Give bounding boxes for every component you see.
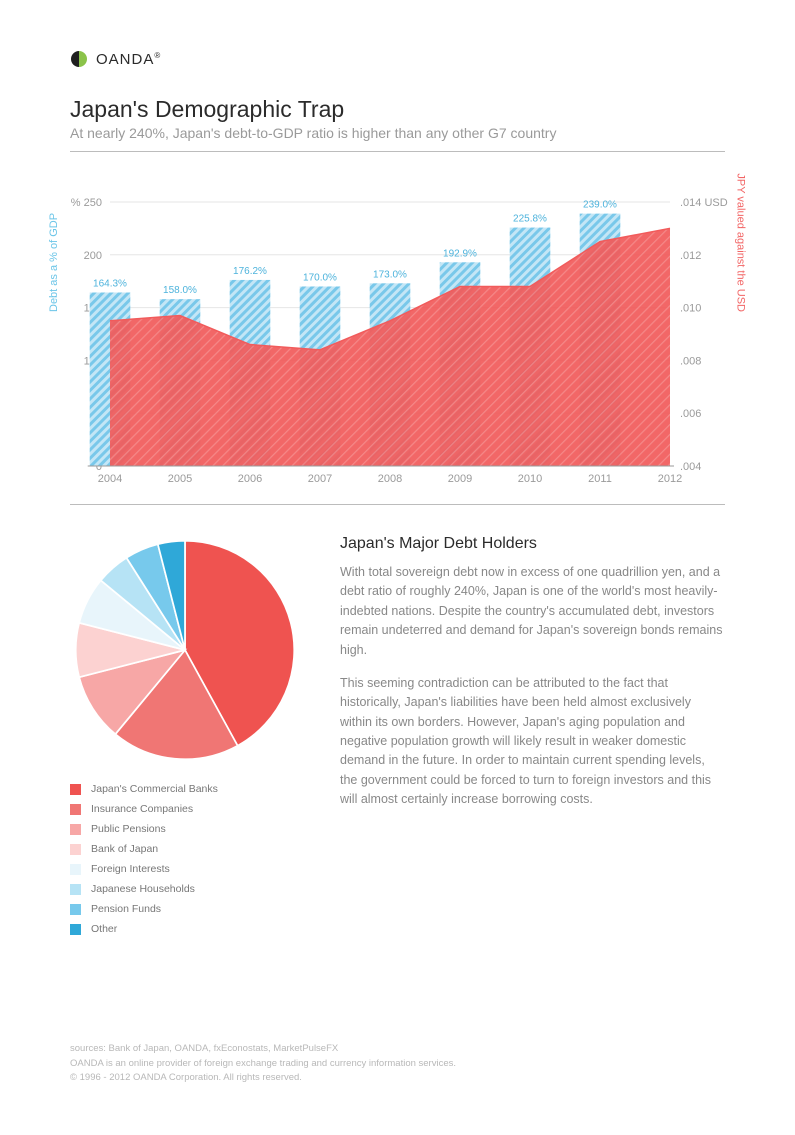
svg-text:2009: 2009 xyxy=(448,473,472,485)
section-title: Japan's Major Debt Holders xyxy=(340,535,725,553)
svg-text:.010: .010 xyxy=(680,303,701,315)
legend-item: Other xyxy=(70,923,310,935)
legend-label: Other xyxy=(91,923,117,935)
legend-swatch xyxy=(70,864,81,875)
svg-text:2007: 2007 xyxy=(308,473,332,485)
svg-text:200: 200 xyxy=(84,250,102,262)
svg-text:2011: 2011 xyxy=(588,473,612,485)
svg-text:170.0%: 170.0% xyxy=(303,272,337,283)
footer-about: OANDA is an online provider of foreign e… xyxy=(70,1057,725,1071)
legend-label: Public Pensions xyxy=(91,823,166,835)
pie-column: Japan's Commercial Banks Insurance Compan… xyxy=(70,535,310,943)
svg-text:173.0%: 173.0% xyxy=(373,269,407,280)
body-paragraph: This seeming contradiction can be attrib… xyxy=(340,674,725,810)
logo-text: OANDA® xyxy=(96,51,161,68)
debt-holders-pie xyxy=(70,535,300,765)
body-paragraph: With total sovereign debt now in excess … xyxy=(340,563,725,660)
svg-text:.006: .006 xyxy=(680,408,701,420)
legend-label: Bank of Japan xyxy=(91,843,158,855)
svg-text:192.9%: 192.9% xyxy=(443,248,477,259)
svg-text:2010: 2010 xyxy=(518,473,542,485)
svg-text:.008: .008 xyxy=(680,355,701,367)
legend-item: Insurance Companies xyxy=(70,803,310,815)
svg-text:2008: 2008 xyxy=(378,473,402,485)
svg-text:.014 USD: .014 USD xyxy=(680,197,728,209)
svg-text:176.2%: 176.2% xyxy=(233,266,267,277)
footer: sources: Bank of Japan, OANDA, fxEconost… xyxy=(70,1042,725,1085)
svg-text:164.3%: 164.3% xyxy=(93,278,127,289)
legend-swatch xyxy=(70,844,81,855)
svg-text:239.0%: 239.0% xyxy=(583,200,617,211)
text-column: Japan's Major Debt Holders With total so… xyxy=(340,535,725,943)
legend-swatch xyxy=(70,784,81,795)
legend-item: Public Pensions xyxy=(70,823,310,835)
legend-label: Pension Funds xyxy=(91,903,161,915)
svg-text:2006: 2006 xyxy=(238,473,262,485)
y-axis-label-right: JPY valued against the USD xyxy=(735,173,747,312)
page-title: Japan's Demographic Trap xyxy=(70,96,725,123)
page-subtitle: At nearly 240%, Japan's debt-to-GDP rati… xyxy=(70,125,725,141)
svg-text:.004: .004 xyxy=(680,461,701,473)
legend-swatch xyxy=(70,904,81,915)
legend-label: Foreign Interests xyxy=(91,863,170,875)
legend-swatch xyxy=(70,924,81,935)
debt-holders-section: Japan's Commercial Banks Insurance Compan… xyxy=(70,535,725,943)
divider xyxy=(70,504,725,505)
debt-gdp-chart: Debt as a % of GDP JPY valued against th… xyxy=(70,192,725,492)
svg-text:2005: 2005 xyxy=(168,473,192,485)
legend-label: Japan's Commercial Banks xyxy=(91,783,218,795)
svg-text:2004: 2004 xyxy=(98,473,122,485)
page: OANDA® Japan's Demographic Trap At nearl… xyxy=(0,0,795,1135)
brand-logo: OANDA® xyxy=(70,50,725,68)
legend-swatch xyxy=(70,884,81,895)
svg-text:158.0%: 158.0% xyxy=(163,285,197,296)
legend-item: Japanese Households xyxy=(70,883,310,895)
footer-copyright: © 1996 - 2012 OANDA Corporation. All rig… xyxy=(70,1071,725,1085)
legend-swatch xyxy=(70,804,81,815)
logo-icon xyxy=(70,50,88,68)
svg-text:.012: .012 xyxy=(680,250,701,262)
legend-item: Foreign Interests xyxy=(70,863,310,875)
divider xyxy=(70,151,725,152)
svg-text:2012: 2012 xyxy=(658,473,682,485)
legend-label: Japanese Households xyxy=(91,883,195,895)
legend-label: Insurance Companies xyxy=(91,803,193,815)
legend-item: Japan's Commercial Banks xyxy=(70,783,310,795)
pie-legend: Japan's Commercial Banks Insurance Compan… xyxy=(70,783,310,935)
legend-swatch xyxy=(70,824,81,835)
svg-text:225.8%: 225.8% xyxy=(513,214,547,225)
y-axis-label-left: Debt as a % of GDP xyxy=(48,213,60,312)
footer-sources: sources: Bank of Japan, OANDA, fxEconost… xyxy=(70,1042,725,1056)
legend-item: Bank of Japan xyxy=(70,843,310,855)
svg-text:% 250: % 250 xyxy=(71,197,102,209)
legend-item: Pension Funds xyxy=(70,903,310,915)
